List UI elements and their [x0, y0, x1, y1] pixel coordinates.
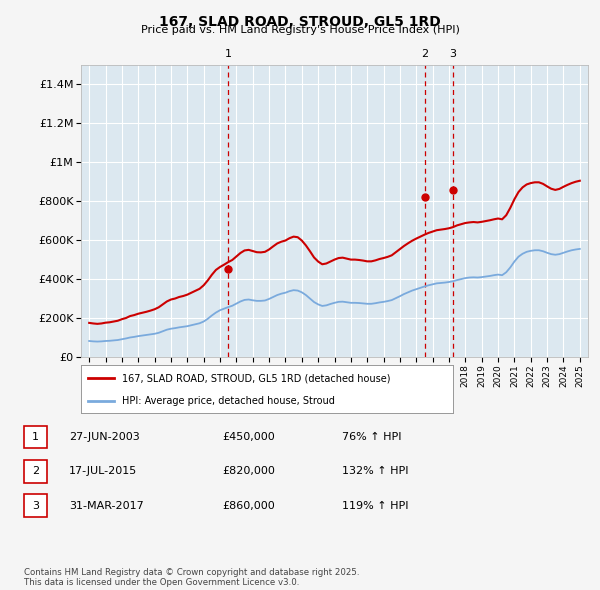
Text: 119% ↑ HPI: 119% ↑ HPI [342, 501, 409, 510]
Text: 3: 3 [449, 49, 457, 59]
Text: 167, SLAD ROAD, STROUD, GL5 1RD (detached house): 167, SLAD ROAD, STROUD, GL5 1RD (detache… [122, 373, 391, 383]
Text: 1: 1 [224, 49, 232, 59]
Text: 3: 3 [32, 501, 39, 510]
Text: £450,000: £450,000 [222, 432, 275, 442]
Text: 132% ↑ HPI: 132% ↑ HPI [342, 467, 409, 476]
Text: £860,000: £860,000 [222, 501, 275, 510]
Text: 76% ↑ HPI: 76% ↑ HPI [342, 432, 401, 442]
Text: 17-JUL-2015: 17-JUL-2015 [69, 467, 137, 476]
Text: 2: 2 [32, 467, 39, 476]
Text: 167, SLAD ROAD, STROUD, GL5 1RD: 167, SLAD ROAD, STROUD, GL5 1RD [159, 15, 441, 29]
Text: 1: 1 [32, 432, 39, 442]
Text: Price paid vs. HM Land Registry's House Price Index (HPI): Price paid vs. HM Land Registry's House … [140, 25, 460, 35]
Text: 27-JUN-2003: 27-JUN-2003 [69, 432, 140, 442]
Text: HPI: Average price, detached house, Stroud: HPI: Average price, detached house, Stro… [122, 396, 335, 406]
Text: 31-MAR-2017: 31-MAR-2017 [69, 501, 144, 510]
Text: Contains HM Land Registry data © Crown copyright and database right 2025.
This d: Contains HM Land Registry data © Crown c… [24, 568, 359, 587]
Text: 2: 2 [422, 49, 428, 59]
Text: £820,000: £820,000 [222, 467, 275, 476]
